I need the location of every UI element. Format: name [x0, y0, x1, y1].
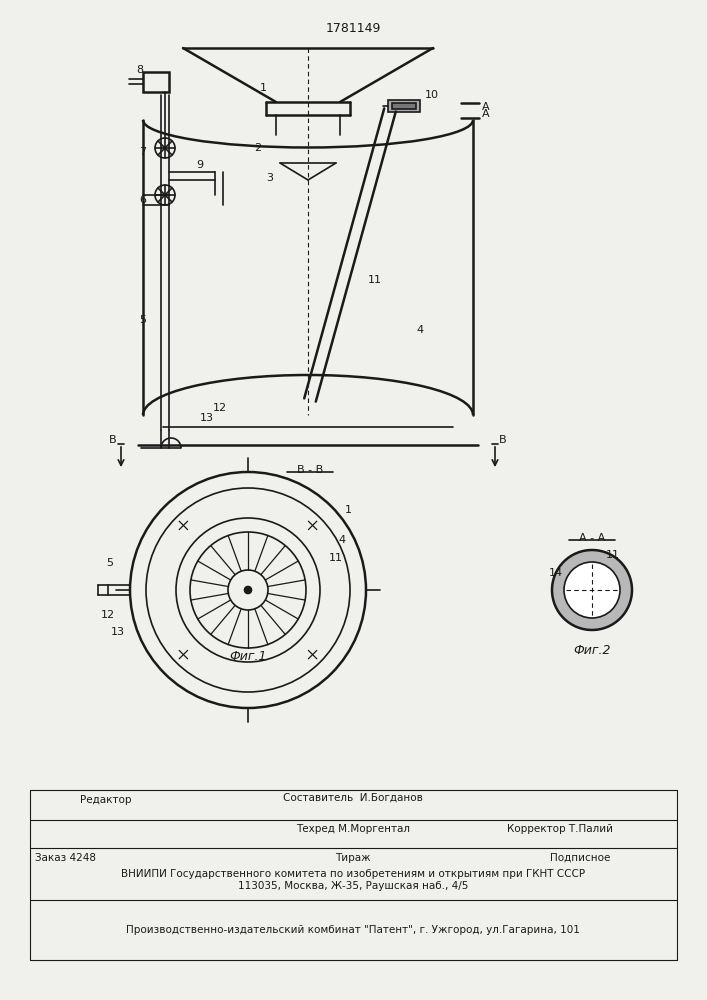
Text: 10: 10	[425, 90, 439, 100]
Text: 113035, Москва, Ж-35, Раушская наб., 4/5: 113035, Москва, Ж-35, Раушская наб., 4/5	[238, 881, 468, 891]
Text: ВНИИПИ Государственного комитета по изобретениям и открытиям при ГКНТ СССР: ВНИИПИ Государственного комитета по изоб…	[121, 869, 585, 879]
Text: A: A	[482, 109, 490, 119]
Text: 11: 11	[329, 553, 343, 563]
Text: A: A	[482, 102, 490, 112]
Text: B: B	[109, 435, 117, 445]
Text: 12: 12	[101, 610, 115, 620]
Text: Техред М.Моргентал: Техред М.Моргентал	[296, 824, 410, 834]
Bar	[392, 103, 416, 109]
Text: B: B	[499, 435, 507, 445]
Text: 5: 5	[139, 315, 146, 325]
Text: 1: 1	[344, 505, 351, 515]
Text: 3: 3	[267, 173, 274, 183]
Text: 11: 11	[368, 275, 382, 285]
Text: Фиг.1: Фиг.1	[229, 650, 267, 664]
Text: 11: 11	[606, 550, 620, 560]
Bar	[143, 72, 169, 92]
Text: Производственно-издательский комбинат "Патент", г. Ужгород, ул.Гагарина, 101: Производственно-издательский комбинат "П…	[126, 925, 580, 935]
Text: B - B: B - B	[297, 465, 323, 475]
Text: 4: 4	[339, 535, 346, 545]
Text: 12: 12	[213, 403, 227, 413]
Text: 4: 4	[416, 325, 423, 335]
Text: 8: 8	[136, 65, 144, 75]
Text: Фиг.2: Фиг.2	[573, 644, 611, 656]
Circle shape	[564, 562, 620, 618]
Text: Корректор Т.Палий: Корректор Т.Палий	[507, 824, 613, 834]
Text: 13: 13	[200, 413, 214, 423]
Text: 13: 13	[111, 627, 125, 637]
Text: 6: 6	[139, 195, 146, 205]
Text: 2: 2	[255, 143, 262, 153]
Text: 9: 9	[197, 160, 204, 170]
Circle shape	[245, 586, 252, 593]
Text: 5: 5	[107, 558, 114, 568]
Circle shape	[552, 550, 632, 630]
Text: Тираж: Тираж	[335, 853, 370, 863]
Text: Составитель  И.Богданов: Составитель И.Богданов	[283, 793, 423, 803]
Text: Подписное: Подписное	[550, 853, 610, 863]
Text: 1: 1	[259, 83, 267, 93]
Bar	[388, 100, 420, 112]
Text: 7: 7	[139, 147, 146, 157]
Text: 1781149: 1781149	[325, 21, 380, 34]
Text: 14: 14	[549, 568, 563, 578]
Text: Заказ 4248: Заказ 4248	[35, 853, 96, 863]
Text: A - A: A - A	[579, 533, 605, 543]
Text: Редактор: Редактор	[80, 795, 132, 805]
